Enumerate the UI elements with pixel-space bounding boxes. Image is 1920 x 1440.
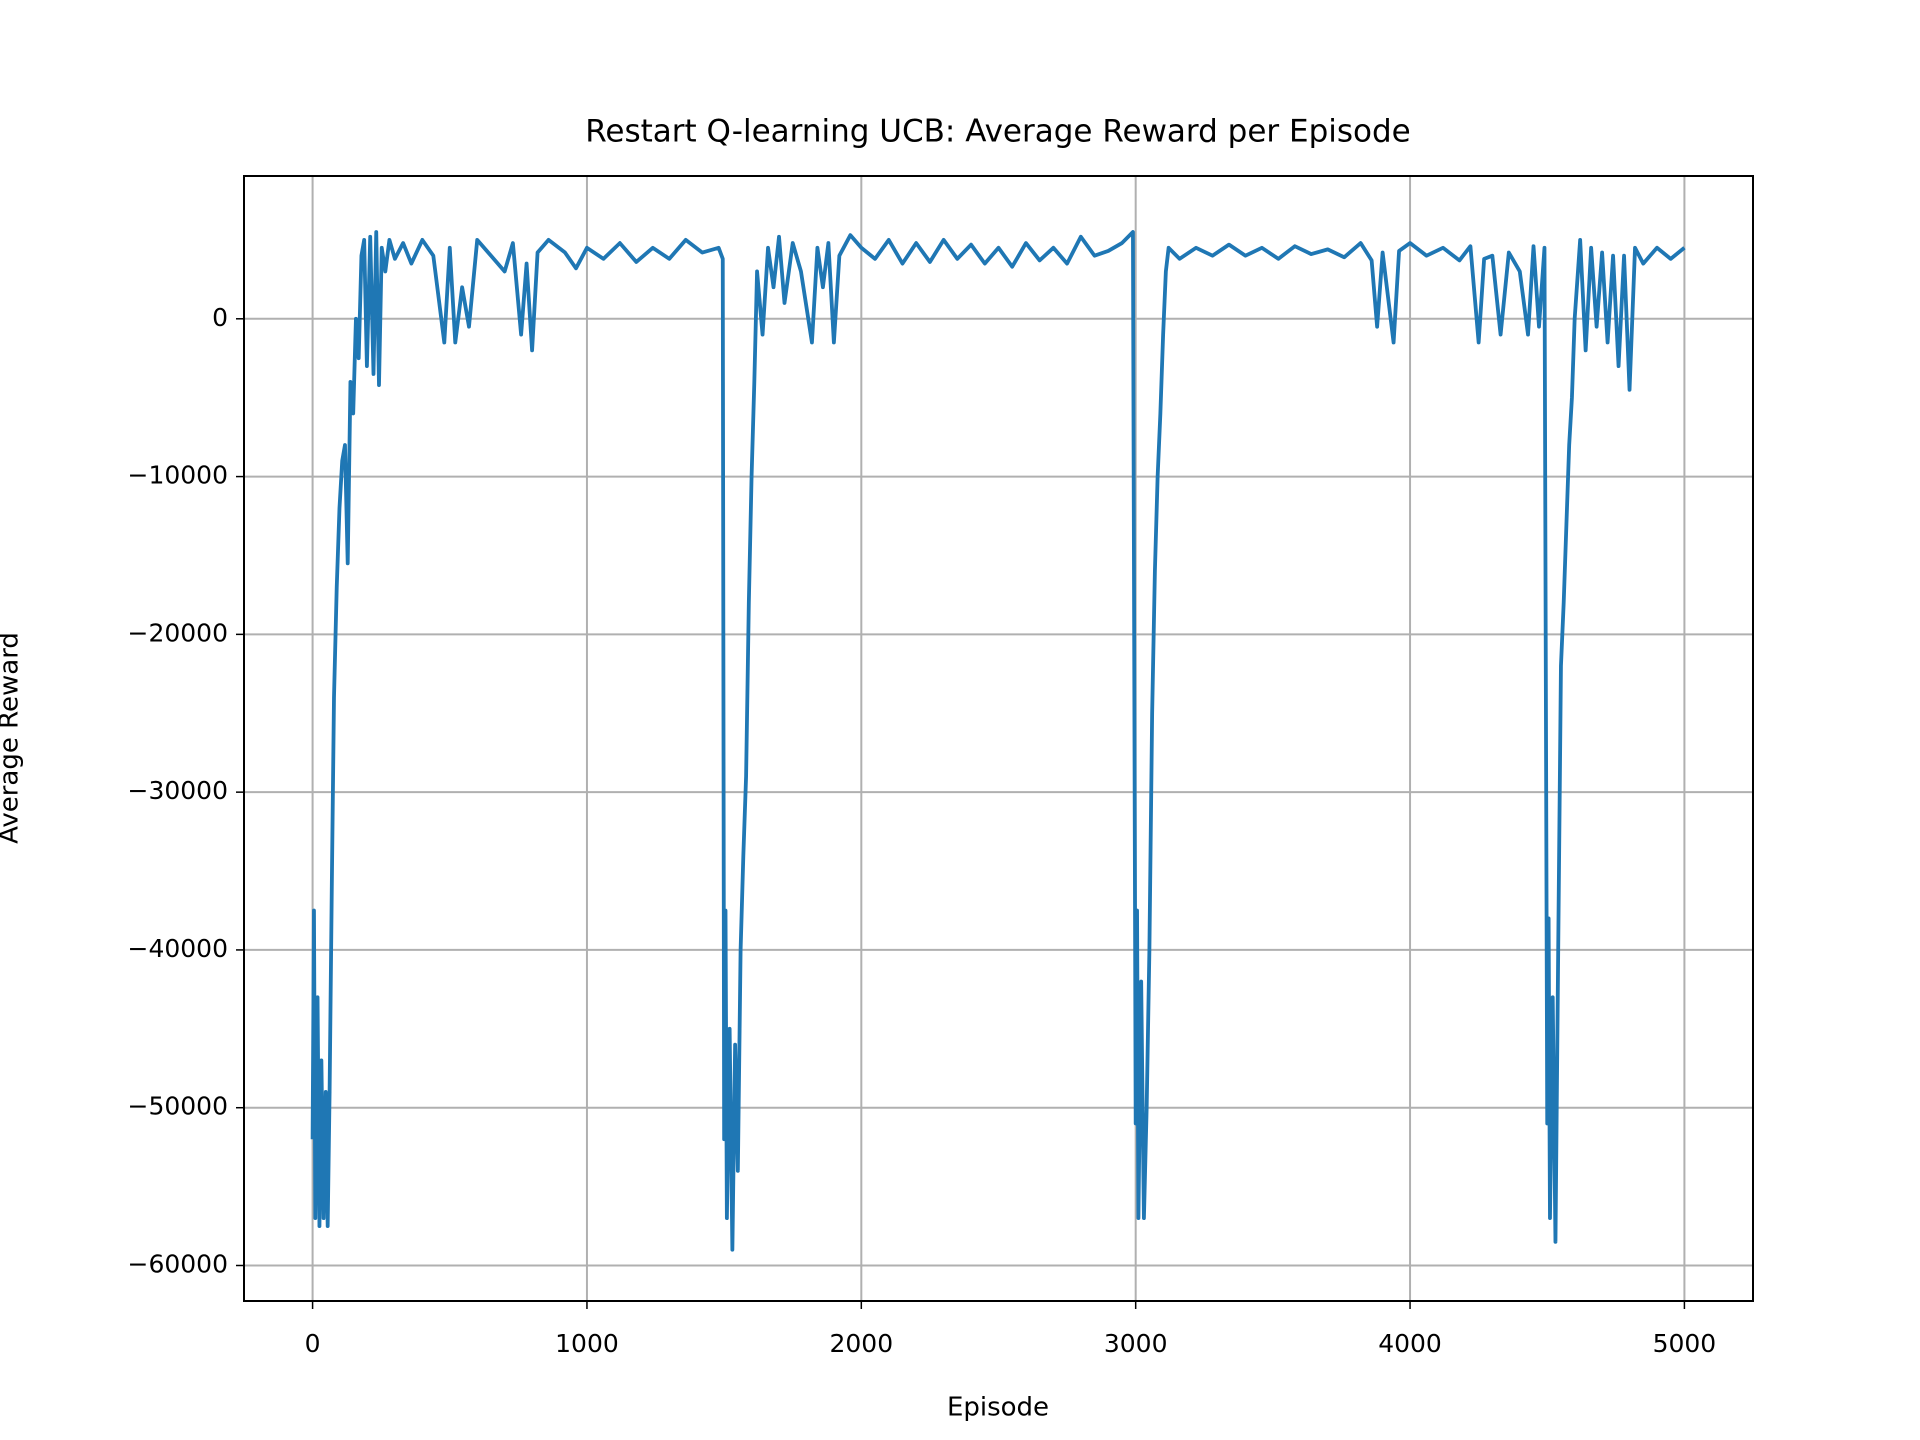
data-line [310,230,1686,1252]
y-tick-label: −30000 [128,776,228,805]
x-tick-label: 1000 [555,1329,619,1358]
chart-title: Restart Q-learning UCB: Average Reward p… [585,114,1411,150]
x-tick-label: 3000 [1104,1329,1168,1358]
plot-frame [243,175,1754,1302]
x-tick-label: 0 [305,1329,321,1358]
x-tick-label: 2000 [830,1329,894,1358]
x-tick-label: 5000 [1653,1329,1717,1358]
y-tick-label: −50000 [128,1092,228,1121]
y-tick-label: 0 [212,303,228,332]
x-axis-label: Episode [947,1393,1049,1423]
y-tick-label: −40000 [128,934,228,963]
y-tick-label: −60000 [128,1249,228,1278]
y-axis-label: Average Reward [0,632,25,844]
y-tick-label: −10000 [128,461,228,490]
y-tick-label: −20000 [128,618,228,647]
x-tick-label: 4000 [1378,1329,1442,1358]
